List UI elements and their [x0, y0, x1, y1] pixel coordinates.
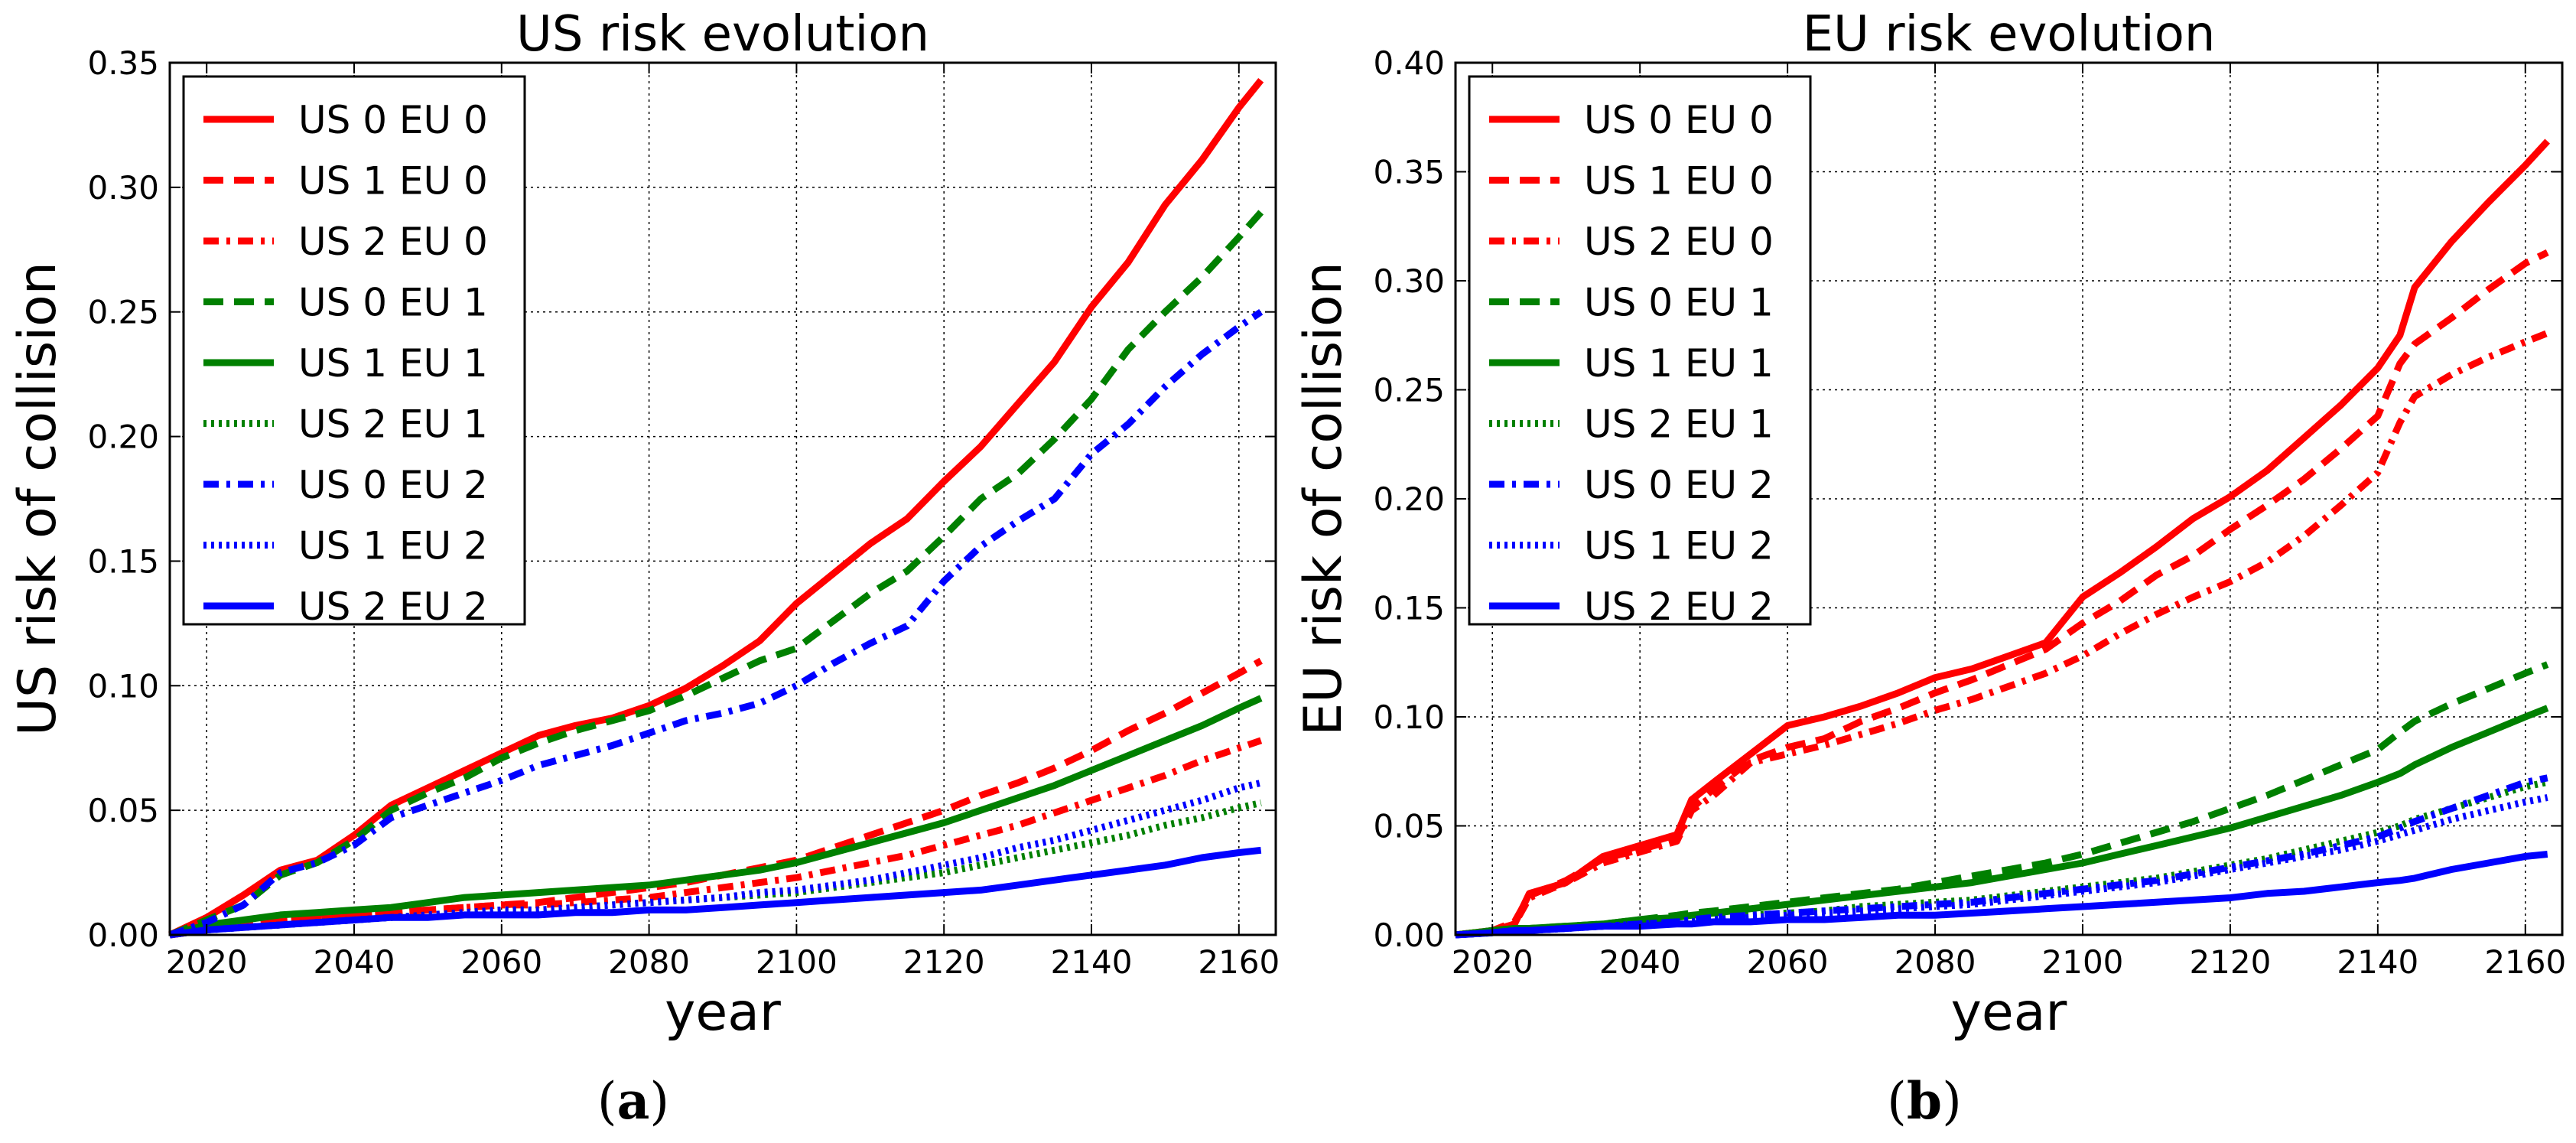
series-line-us-2-eu-2	[1455, 851, 2548, 939]
x-axis-label: year	[665, 982, 781, 1043]
x-tick-label: 2020	[166, 943, 248, 981]
x-tick-label: 2040	[314, 943, 395, 981]
caption-open-paren: (	[597, 1072, 617, 1131]
caption-open-paren: (	[1887, 1072, 1907, 1131]
legend: US 0 EU 0 US 1 EU 0 US 2 EU 0 US 0 EU 1 US 1…	[1468, 75, 1812, 629]
series-line-us-1-eu-1	[1455, 705, 2549, 939]
legend-label: US 1 EU 1	[298, 341, 488, 386]
legend-label: US 0 EU 1	[298, 281, 488, 325]
x-tick-label: 2140	[1051, 943, 1133, 981]
y-axis-label: US risk of collision	[8, 262, 68, 736]
panel-eu-risk: 2020 2040 2060 2080 2100 2120 2140 2160 0.00 0.05…	[1293, 6, 2566, 1131]
series-line-us-0-eu-0	[168, 77, 1264, 939]
y-tick-label: 0.15	[1373, 590, 1445, 627]
caption-close-paren: )	[649, 1072, 669, 1131]
y-tick-label: 0.40	[1373, 44, 1445, 82]
series-line-us-2-eu-2	[169, 846, 1262, 939]
x-tick-label: 2080	[1895, 943, 1976, 981]
chart-title: EU risk evolution	[1803, 6, 2216, 63]
legend-label: US 2 EU 1	[1584, 402, 1774, 447]
legend-label: US 2 EU 2	[298, 585, 488, 629]
y-tick-label: 0.20	[87, 418, 159, 456]
y-tick-label: 0.00	[87, 917, 159, 954]
panel-us-risk: 2020 2040 2060 2080 2100 2120 2140 2160 0.00 0.05…	[8, 6, 1280, 1131]
x-axis-label: year	[1951, 982, 2067, 1043]
x-tick-label: 2160	[2484, 943, 2566, 981]
subfigure-caption: (b)	[1887, 1071, 1962, 1131]
legend-label: US 1 EU 0	[298, 159, 488, 204]
legend-label: US 1 EU 2	[1584, 524, 1774, 568]
series-line-us-0-eu-2	[1455, 774, 2548, 939]
series-line-us-1-eu-1	[168, 695, 1263, 939]
series-line-us-1-eu-0	[1455, 249, 2549, 939]
x-tick-label: 2120	[2189, 943, 2271, 981]
y-tick-label: 0.35	[87, 44, 159, 82]
legend-label: US 2 EU 0	[298, 220, 488, 264]
caption-close-paren: )	[1942, 1072, 1962, 1131]
y-tick-label: 0.00	[1373, 917, 1445, 954]
legend-label: US 1 EU 2	[298, 524, 488, 568]
legend-box	[182, 75, 526, 626]
y-tick-label: 0.30	[87, 169, 159, 207]
legend: US 0 EU 0 US 1 EU 0 US 2 EU 0 US 0 EU 1 US 1…	[182, 75, 526, 629]
y-axis-label: EU risk of collision	[1293, 262, 1354, 735]
legend-label: US 1 EU 0	[1584, 159, 1774, 204]
y-tick-label: 0.20	[1373, 480, 1445, 518]
x-tick-label: 2040	[1599, 943, 1681, 981]
caption-letter: b	[1907, 1071, 1942, 1131]
x-tick-label: 2140	[2337, 943, 2418, 981]
y-tick-label: 0.05	[87, 792, 159, 829]
y-tick-label: 0.15	[87, 542, 159, 580]
x-tick-label: 2100	[2042, 943, 2124, 981]
x-tick-label: 2160	[1198, 943, 1280, 981]
y-tick-label: 0.25	[1373, 372, 1445, 409]
x-tick-label: 2060	[460, 943, 542, 981]
legend-label: US 2 EU 2	[1584, 585, 1774, 629]
x-tick-label: 2120	[903, 943, 985, 981]
y-tick-label: 0.10	[1373, 698, 1445, 736]
y-tick-label: 0.30	[1373, 262, 1445, 300]
y-tick-label: 0.05	[1373, 808, 1445, 845]
legend-label: US 0 EU 0	[298, 98, 488, 142]
legend-label: US 0 EU 2	[1584, 463, 1774, 507]
axes-frame	[168, 61, 1277, 936]
series-line-us-2-eu-0	[1455, 330, 2549, 939]
y-tick-label: 0.35	[1373, 154, 1445, 191]
series-line-us-1-eu-2	[1455, 794, 2548, 939]
legend-label: US 1 EU 1	[1584, 341, 1774, 386]
x-tick-label: 2020	[1452, 943, 1534, 981]
y-tick-label: 0.10	[87, 667, 159, 705]
subfigure-caption: (a)	[597, 1071, 669, 1131]
legend-label: US 0 EU 2	[298, 463, 488, 507]
legend-label: US 0 EU 0	[1584, 98, 1774, 142]
legend-box	[1468, 75, 1812, 626]
x-tick-label: 2080	[608, 943, 690, 981]
series-line-us-0-eu-1	[168, 210, 1264, 939]
x-tick-label: 2060	[1747, 943, 1829, 981]
legend-label: US 0 EU 1	[1584, 281, 1774, 325]
series-line-us-2-eu-0	[169, 737, 1263, 939]
series-line-us-0-eu-2	[168, 308, 1264, 939]
legend-label: US 2 EU 0	[1584, 220, 1774, 264]
caption-letter: a	[617, 1071, 650, 1131]
y-tick-label: 0.25	[87, 294, 159, 331]
chart-title: US risk evolution	[516, 6, 929, 63]
legend-label: US 2 EU 1	[298, 402, 488, 447]
x-tick-label: 2100	[756, 943, 838, 981]
